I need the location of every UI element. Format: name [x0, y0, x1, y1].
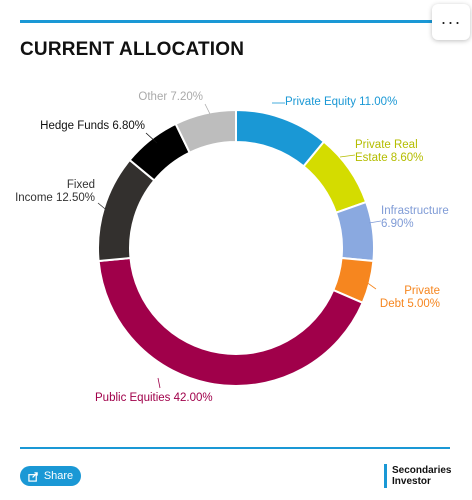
more-horizontal-icon: ··· — [440, 11, 462, 32]
donut-chart: Private Equity 11.00% Private Real Estate … — [15, 91, 449, 404]
slice-label: Private Real Estate 8.60% — [355, 139, 423, 164]
leader-line — [361, 278, 377, 290]
slice-label: Private Equity 11.00% — [285, 96, 397, 108]
share-button[interactable]: Share — [20, 466, 81, 486]
slice-label: Hedge Funds 6.80% — [40, 120, 145, 132]
slice-label: Other 7.20% — [138, 91, 203, 103]
chart-title: CURRENT ALLOCATION — [20, 39, 245, 60]
slice-label: Private Debt 5.00% — [380, 285, 440, 310]
leader-line — [97, 202, 111, 214]
leader-line — [204, 103, 211, 115]
logo-line-2: Investor — [392, 476, 431, 487]
slice-label: Fixed Income 12.50% — [15, 179, 95, 204]
slice-label: Public Equities 42.00% — [95, 392, 213, 404]
leader-line — [368, 220, 382, 224]
logo-line-1: Secondaries — [392, 465, 452, 476]
slice-public-equities[interactable] — [97, 256, 364, 387]
leader-line — [157, 377, 161, 389]
slice-label: Infrastructure 6.90% — [381, 205, 449, 230]
more-options-button[interactable]: ··· — [432, 4, 470, 40]
top-accent-rule — [20, 20, 450, 23]
secondaries-investor-logo: Secondaries Investor — [384, 464, 451, 488]
bottom-accent-rule — [20, 447, 450, 449]
leader-line — [339, 154, 356, 158]
leader-line — [145, 132, 158, 144]
slice-other[interactable] — [174, 108, 237, 154]
slice-infrastructure[interactable] — [334, 200, 375, 263]
share-icon — [28, 471, 38, 482]
share-label: Share — [43, 470, 74, 482]
